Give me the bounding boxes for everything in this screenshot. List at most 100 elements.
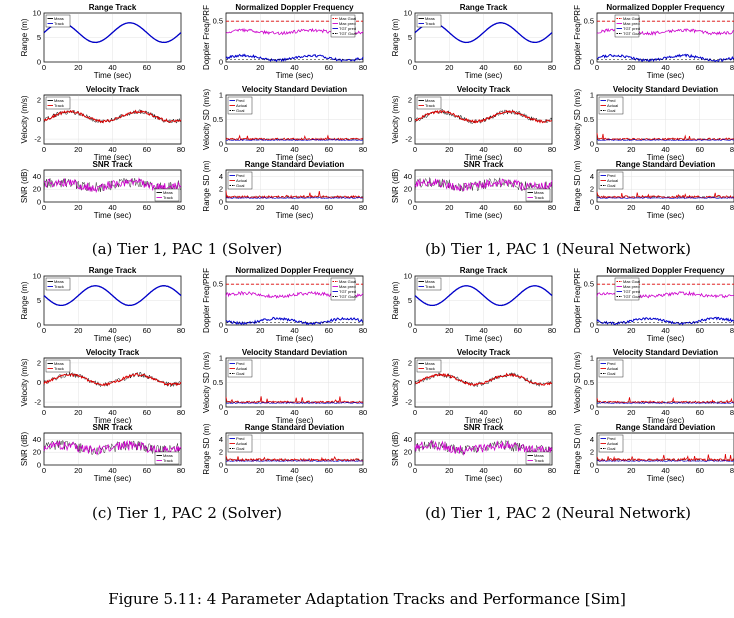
- x-tick-label: 20: [74, 466, 82, 475]
- legend-label: TGT pred: [623, 289, 640, 294]
- x-axis-label: Time (sec): [465, 211, 503, 220]
- y-tick-label: 0.5: [584, 280, 594, 289]
- legend-label: TGT pred: [623, 26, 640, 31]
- panel-title: Range Track: [89, 3, 137, 12]
- y-tick-label: 0.5: [584, 115, 594, 124]
- x-tick-label: 0: [413, 408, 417, 417]
- y-tick-label: -2: [34, 135, 41, 144]
- y-tick-label: 2: [37, 95, 41, 104]
- x-tick-label: 20: [256, 203, 264, 212]
- legend-label: Pred: [607, 173, 615, 178]
- legend-label: Track: [54, 366, 64, 371]
- x-tick-label: 40: [479, 63, 487, 72]
- x-tick-label: 80: [177, 63, 185, 72]
- y-tick-label: 10: [33, 272, 41, 281]
- legend-label: Actual: [236, 441, 247, 446]
- series-line-track: [43, 285, 182, 307]
- y-tick-label: 0: [408, 461, 412, 470]
- x-tick-label: 80: [359, 466, 367, 475]
- x-axis-label: Time (sec): [94, 334, 132, 343]
- x-tick-label: 80: [359, 145, 367, 154]
- x-tick-label: 40: [108, 326, 116, 335]
- panel-title: SNR Track: [463, 423, 504, 432]
- panel-range-sd: Range Standard Deviation020406080024Time…: [573, 423, 734, 483]
- panel-doppler: Normalized Doppler Frequency 0 20 40 60 80 0 0.…: [573, 3, 734, 80]
- legend-label: Track: [54, 21, 64, 26]
- x-axis-label: Time (sec): [647, 474, 685, 483]
- x-axis-label: Time (sec): [94, 153, 132, 162]
- y-tick-label: 0: [408, 378, 412, 387]
- x-axis-label: Time (sec): [647, 416, 685, 425]
- legend-label: TGT pred: [339, 26, 356, 31]
- y-tick-label: 0: [37, 461, 41, 470]
- y-axis-label: SNR (dB): [20, 432, 29, 467]
- x-tick-label: 60: [143, 203, 151, 212]
- x-tick-label: 40: [108, 145, 116, 154]
- y-tick-label: 0: [590, 140, 594, 149]
- y-axis-label: Velocity (m/s): [20, 95, 29, 143]
- legend-label: Pred: [236, 173, 244, 178]
- panel-title: Range Standard Deviation: [616, 423, 716, 432]
- y-tick-label: 0.5: [584, 17, 594, 26]
- x-tick-label: 60: [143, 145, 151, 154]
- y-axis-label: Doppler Freq/PRF: [202, 268, 211, 333]
- y-tick-label: 20: [404, 185, 412, 194]
- x-tick-label: 60: [143, 408, 151, 417]
- panel-velocity-sd: Velocity Standard Deviation 0 20 40 60 80 0 0.5…: [202, 348, 367, 425]
- x-tick-label: 20: [256, 466, 264, 475]
- y-tick-label: -2: [405, 135, 412, 144]
- y-tick-label: 0.5: [213, 378, 223, 387]
- x-tick-label: 20: [627, 408, 635, 417]
- x-tick-label: 80: [359, 63, 367, 72]
- panel-title: Normalized Doppler Frequency: [235, 266, 354, 275]
- x-axis-label: Time (sec): [94, 416, 132, 425]
- y-tick-label: 1: [219, 354, 223, 363]
- panel-doppler: Normalized Doppler Frequency 0 20 40 60 80 0 0.…: [202, 3, 367, 80]
- x-tick-label: 40: [108, 466, 116, 475]
- legend-label: Actual: [236, 178, 247, 183]
- series-line-tgt-pred: [225, 53, 364, 63]
- x-tick-label: 0: [595, 466, 599, 475]
- legend-label: TGT Goal: [339, 31, 357, 36]
- series-line-meas: [43, 108, 182, 124]
- y-tick-label: 0: [37, 378, 41, 387]
- x-tick-label: 40: [661, 326, 669, 335]
- y-tick-label: 0: [408, 321, 412, 330]
- legend-label: Meas: [54, 98, 64, 103]
- x-tick-label: 0: [224, 326, 228, 335]
- series-line-actual: [225, 396, 364, 405]
- legend-label: Pred: [607, 436, 615, 441]
- y-tick-label: 0: [37, 115, 41, 124]
- y-axis-label: Doppler Freq/PRF: [202, 5, 211, 70]
- x-tick-label: 80: [177, 203, 185, 212]
- y-tick-label: 0: [590, 321, 594, 330]
- y-tick-label: 4: [219, 172, 223, 181]
- series-line-tgt-pred: [596, 316, 734, 326]
- y-axis-label: Doppler Freq/PRF: [573, 268, 582, 333]
- panel-range-track: Range Track 0 20 40 60 80 0 5 10 Time (sec) Range …: [20, 3, 185, 80]
- x-tick-label: 80: [548, 203, 556, 212]
- x-tick-label: 60: [325, 203, 333, 212]
- legend-label: Actual: [607, 103, 618, 108]
- series-line-track: [43, 439, 182, 456]
- panel-title: Normalized Doppler Frequency: [606, 266, 725, 275]
- x-axis-label: Time (sec): [94, 211, 132, 220]
- x-tick-label: 0: [224, 203, 228, 212]
- y-tick-label: 0: [590, 461, 594, 470]
- legend-label: Actual: [607, 366, 618, 371]
- legend-label: Pred: [607, 361, 615, 366]
- y-tick-label: 0: [408, 115, 412, 124]
- x-tick-label: 0: [595, 408, 599, 417]
- y-tick-label: 0: [37, 198, 41, 207]
